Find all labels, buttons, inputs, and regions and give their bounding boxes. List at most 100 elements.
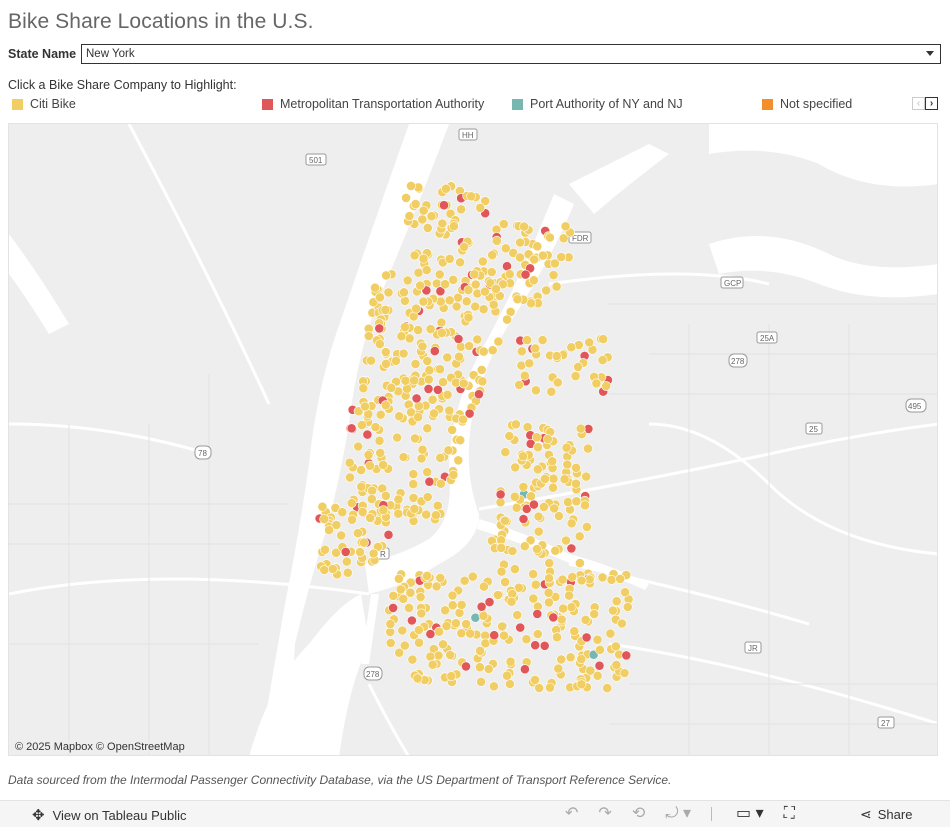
station-marker[interactable]	[583, 443, 593, 454]
station-marker[interactable]	[409, 503, 420, 514]
station-marker[interactable]	[476, 676, 486, 687]
station-marker[interactable]	[540, 473, 550, 484]
station-marker[interactable]	[397, 625, 408, 636]
station-marker[interactable]	[374, 292, 385, 303]
station-marker[interactable]	[548, 473, 559, 484]
station-marker[interactable]	[510, 462, 521, 473]
station-marker[interactable]	[363, 449, 374, 460]
station-marker[interactable]	[434, 626, 444, 637]
station-marker[interactable]	[591, 378, 602, 389]
station-marker[interactable]	[448, 274, 459, 285]
station-marker[interactable]	[546, 386, 557, 397]
station-marker[interactable]	[418, 253, 429, 264]
station-marker[interactable]	[597, 572, 608, 583]
station-marker[interactable]	[392, 432, 402, 443]
station-marker[interactable]	[466, 191, 477, 202]
station-marker[interactable]	[537, 335, 548, 345]
station-marker[interactable]	[548, 482, 558, 493]
station-marker[interactable]	[480, 196, 491, 206]
station-marker[interactable]	[573, 361, 583, 372]
view-on-tableau-link[interactable]: ✥ View on Tableau Public	[32, 806, 187, 824]
station-markers[interactable]	[314, 181, 634, 693]
station-marker[interactable]	[405, 587, 416, 598]
station-marker[interactable]	[499, 630, 509, 641]
station-marker[interactable]	[393, 508, 404, 519]
station-marker[interactable]	[504, 269, 515, 280]
station-marker[interactable]	[506, 596, 517, 607]
station-marker[interactable]	[443, 445, 454, 456]
fullscreen-icon[interactable]: ⛶	[783, 805, 795, 822]
station-marker[interactable]	[560, 221, 571, 232]
station-marker[interactable]	[512, 294, 523, 305]
station-marker[interactable]	[478, 304, 489, 315]
station-marker[interactable]	[356, 465, 366, 475]
station-marker[interactable]	[575, 558, 585, 568]
station-marker[interactable]	[533, 511, 544, 522]
station-marker[interactable]	[412, 673, 423, 684]
station-marker[interactable]	[352, 528, 363, 538]
station-marker[interactable]	[450, 618, 461, 629]
station-marker[interactable]	[435, 478, 446, 489]
station-marker[interactable]	[406, 181, 416, 191]
station-marker[interactable]	[356, 420, 367, 430]
station-marker[interactable]	[530, 640, 541, 651]
station-marker[interactable]	[489, 630, 500, 641]
station-marker[interactable]	[550, 258, 560, 269]
station-marker[interactable]	[528, 569, 538, 579]
station-marker[interactable]	[346, 423, 357, 434]
station-marker[interactable]	[620, 587, 630, 598]
station-marker[interactable]	[391, 355, 401, 366]
station-marker[interactable]	[385, 619, 396, 629]
station-marker[interactable]	[437, 218, 448, 229]
station-marker[interactable]	[592, 634, 603, 645]
station-marker[interactable]	[531, 385, 541, 396]
station-marker[interactable]	[435, 364, 445, 375]
station-marker[interactable]	[576, 679, 587, 690]
station-marker[interactable]	[469, 269, 480, 280]
station-marker[interactable]	[353, 441, 364, 452]
station-marker[interactable]	[340, 546, 351, 557]
station-marker[interactable]	[355, 547, 365, 557]
station-marker[interactable]	[336, 530, 347, 541]
station-marker[interactable]	[370, 282, 380, 293]
station-marker[interactable]	[456, 628, 467, 639]
station-marker[interactable]	[526, 491, 536, 502]
station-marker[interactable]	[533, 442, 543, 453]
station-marker[interactable]	[581, 471, 592, 482]
station-marker[interactable]	[388, 602, 398, 613]
station-marker[interactable]	[520, 269, 531, 280]
station-marker[interactable]	[380, 347, 391, 357]
station-marker[interactable]	[430, 510, 441, 521]
station-marker[interactable]	[442, 389, 453, 400]
station-marker[interactable]	[505, 656, 516, 667]
station-marker[interactable]	[502, 670, 512, 681]
station-marker[interactable]	[375, 447, 386, 458]
station-marker[interactable]	[518, 451, 528, 462]
station-marker[interactable]	[453, 455, 464, 466]
station-marker[interactable]	[429, 346, 440, 356]
station-marker[interactable]	[422, 423, 433, 434]
station-marker[interactable]	[435, 452, 446, 463]
station-marker[interactable]	[459, 575, 470, 586]
station-marker[interactable]	[563, 497, 573, 507]
station-marker[interactable]	[602, 683, 613, 693]
station-marker[interactable]	[380, 490, 391, 501]
station-marker[interactable]	[565, 652, 576, 663]
station-marker[interactable]	[483, 664, 494, 674]
station-marker[interactable]	[524, 358, 535, 369]
station-marker[interactable]	[561, 442, 572, 453]
station-marker[interactable]	[418, 296, 429, 307]
station-marker[interactable]	[422, 492, 433, 502]
legend-item-mta[interactable]: Metropolitan Transportation Authority	[262, 97, 484, 111]
station-marker[interactable]	[399, 322, 410, 332]
station-marker[interactable]	[347, 514, 357, 525]
station-marker[interactable]	[427, 394, 438, 405]
station-marker[interactable]	[393, 573, 404, 584]
station-marker[interactable]	[438, 377, 448, 387]
station-marker[interactable]	[410, 433, 420, 444]
station-marker[interactable]	[541, 285, 552, 296]
station-marker[interactable]	[381, 358, 391, 369]
station-marker[interactable]	[478, 610, 489, 621]
station-marker[interactable]	[584, 337, 595, 348]
chevron-right-icon[interactable]: ›	[925, 97, 938, 110]
